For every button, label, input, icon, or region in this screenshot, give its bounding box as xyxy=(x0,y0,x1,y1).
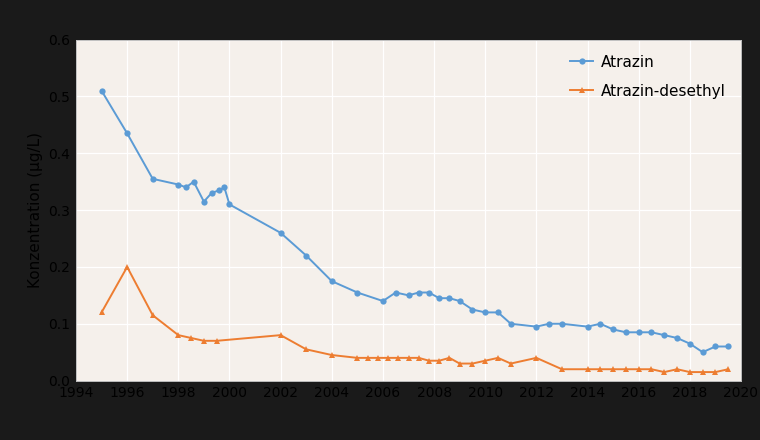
Atrazin-desethyl xyxy=(394,355,403,360)
Atrazin xyxy=(302,253,311,258)
Atrazin-desethyl xyxy=(609,367,618,372)
Atrazin-desethyl xyxy=(435,358,444,363)
Atrazin xyxy=(122,131,131,136)
Atrazin-desethyl xyxy=(673,367,682,372)
Atrazin xyxy=(455,298,464,304)
Atrazin-desethyl xyxy=(622,367,631,372)
Atrazin xyxy=(353,290,362,295)
Atrazin xyxy=(404,293,413,298)
Y-axis label: Konzentration (µg/L): Konzentration (µg/L) xyxy=(28,132,43,288)
Atrazin-desethyl xyxy=(480,358,489,363)
Atrazin-desethyl xyxy=(660,370,669,375)
Atrazin-desethyl xyxy=(686,370,695,375)
Atrazin xyxy=(596,321,605,326)
Atrazin-desethyl xyxy=(384,355,393,360)
Atrazin-desethyl xyxy=(302,347,311,352)
Atrazin xyxy=(493,310,502,315)
Atrazin xyxy=(174,182,183,187)
Atrazin-desethyl xyxy=(493,355,502,360)
Atrazin xyxy=(698,349,708,355)
Atrazin xyxy=(711,344,720,349)
Atrazin-desethyl xyxy=(404,355,413,360)
Atrazin xyxy=(97,88,106,93)
Atrazin xyxy=(414,290,423,295)
Atrazin xyxy=(583,324,592,329)
Atrazin xyxy=(557,321,566,326)
Atrazin-desethyl xyxy=(414,355,423,360)
Atrazin-desethyl xyxy=(698,370,708,375)
Atrazin-desethyl xyxy=(353,355,362,360)
Atrazin xyxy=(189,179,198,184)
Atrazin xyxy=(391,290,401,295)
Atrazin-desethyl xyxy=(122,264,131,270)
Atrazin xyxy=(378,298,388,304)
Atrazin xyxy=(532,324,541,329)
Atrazin xyxy=(724,344,733,349)
Atrazin-desethyl xyxy=(424,358,433,363)
Atrazin xyxy=(468,307,477,312)
Atrazin xyxy=(634,330,643,335)
Atrazin xyxy=(148,176,157,181)
Atrazin-desethyl xyxy=(445,355,454,360)
Atrazin xyxy=(622,330,631,335)
Atrazin xyxy=(506,321,515,326)
Atrazin xyxy=(647,330,656,335)
Atrazin-desethyl xyxy=(634,367,643,372)
Atrazin-desethyl xyxy=(506,361,515,366)
Atrazin-desethyl xyxy=(97,310,106,315)
Line: Atrazin: Atrazin xyxy=(99,88,731,356)
Atrazin-desethyl xyxy=(148,312,157,318)
Atrazin xyxy=(182,185,191,190)
Atrazin xyxy=(660,333,669,338)
Atrazin xyxy=(220,185,229,190)
Atrazin-desethyl xyxy=(583,367,592,372)
Atrazin-desethyl xyxy=(186,335,195,341)
Legend: Atrazin, Atrazin-desethyl: Atrazin, Atrazin-desethyl xyxy=(562,47,733,106)
Atrazin xyxy=(435,296,444,301)
Atrazin-desethyl xyxy=(596,367,605,372)
Atrazin-desethyl xyxy=(328,352,337,358)
Atrazin xyxy=(445,296,454,301)
Atrazin xyxy=(424,290,433,295)
Line: Atrazin-desethyl: Atrazin-desethyl xyxy=(99,264,731,375)
Atrazin-desethyl xyxy=(276,333,285,338)
Atrazin xyxy=(328,279,337,284)
Atrazin xyxy=(225,202,234,207)
Atrazin-desethyl xyxy=(212,338,221,344)
Atrazin xyxy=(214,187,223,193)
Atrazin xyxy=(276,230,285,235)
Atrazin xyxy=(673,335,682,341)
Atrazin xyxy=(480,310,489,315)
Atrazin-desethyl xyxy=(557,367,566,372)
Atrazin xyxy=(609,327,618,332)
Atrazin xyxy=(199,199,208,204)
Atrazin-desethyl xyxy=(455,361,464,366)
Atrazin xyxy=(207,191,216,196)
Atrazin-desethyl xyxy=(532,355,541,360)
Atrazin xyxy=(686,341,695,346)
Atrazin-desethyl xyxy=(468,361,477,366)
Atrazin xyxy=(545,321,554,326)
Atrazin-desethyl xyxy=(373,355,382,360)
Atrazin-desethyl xyxy=(174,333,183,338)
Atrazin-desethyl xyxy=(647,367,656,372)
Atrazin-desethyl xyxy=(363,355,372,360)
Atrazin-desethyl xyxy=(724,367,733,372)
Atrazin-desethyl xyxy=(711,370,720,375)
Atrazin-desethyl xyxy=(199,338,208,344)
